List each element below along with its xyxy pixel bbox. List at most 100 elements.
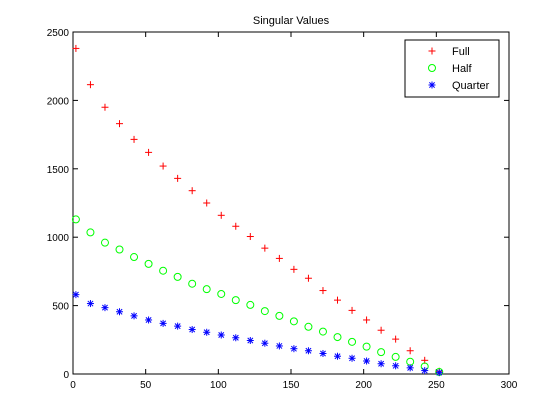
legend-label-quarter: Quarter	[452, 80, 490, 92]
data-point-quarter	[275, 342, 283, 350]
data-point-full	[275, 254, 283, 262]
data-point-half	[86, 228, 95, 237]
data-point-half	[377, 348, 386, 357]
data-point-full	[145, 148, 153, 156]
data-point-half	[217, 289, 226, 298]
legend: Full Half Quarter	[404, 39, 500, 98]
data-point-half	[115, 245, 124, 254]
x-tick-label: 100	[210, 380, 227, 391]
data-point-half	[348, 337, 357, 346]
data-point-quarter	[203, 328, 211, 336]
data-point-quarter	[406, 364, 414, 372]
data-point-half	[275, 311, 284, 320]
data-point-quarter	[116, 308, 124, 316]
data-point-full	[348, 306, 356, 314]
data-point-quarter	[232, 334, 240, 342]
data-point-quarter	[319, 349, 327, 357]
data-point-full	[363, 316, 371, 324]
data-point-quarter	[188, 326, 196, 334]
data-point-full	[290, 265, 298, 273]
legend-box	[404, 39, 500, 98]
legend-marker-half	[428, 64, 436, 72]
data-point-half	[231, 296, 240, 305]
data-point-full	[116, 120, 124, 128]
y-tick-label: 0	[63, 370, 69, 381]
data-point-half	[289, 317, 298, 326]
data-point-half	[188, 279, 197, 288]
data-point-quarter	[421, 367, 429, 375]
data-point-full	[304, 274, 312, 282]
data-point-full	[406, 347, 414, 355]
y-tick-label: 1000	[47, 233, 70, 244]
data-point-half	[318, 327, 327, 336]
data-point-quarter	[246, 336, 254, 344]
data-point-half	[362, 342, 371, 351]
x-tick-label: 300	[501, 380, 518, 391]
data-point-full	[130, 135, 138, 143]
x-tick-label: 0	[70, 380, 76, 391]
data-point-half	[100, 238, 109, 247]
chart-title: Singular Values	[253, 15, 330, 27]
data-point-quarter	[174, 322, 182, 330]
data-point-full	[159, 162, 167, 170]
data-point-full	[377, 326, 385, 334]
data-marks	[71, 44, 444, 377]
data-point-half	[144, 259, 153, 268]
data-point-full	[334, 296, 342, 304]
data-point-quarter	[101, 304, 109, 312]
axis-ticks: 0 50 100 150 200 250 300 0 500 1000 1500 2000 2500	[47, 28, 518, 391]
data-point-full	[246, 233, 254, 241]
data-point-quarter	[217, 331, 225, 339]
legend-label-half: Half	[452, 63, 473, 75]
data-point-quarter	[72, 291, 80, 299]
data-point-quarter	[304, 347, 312, 355]
data-point-full	[72, 44, 80, 52]
data-point-half	[333, 333, 342, 342]
series-half	[71, 215, 444, 376]
y-tick-label: 500	[52, 302, 69, 313]
y-tick-label: 2500	[47, 28, 70, 39]
series-full	[72, 44, 443, 375]
data-point-half	[391, 352, 400, 361]
x-tick-label: 200	[355, 380, 372, 391]
data-point-half	[159, 266, 168, 275]
data-point-half	[130, 253, 139, 262]
data-point-quarter	[363, 357, 371, 365]
y-tick-label: 2000	[47, 96, 70, 107]
data-point-quarter	[435, 369, 443, 377]
data-point-half	[173, 272, 182, 281]
data-point-quarter	[261, 339, 269, 347]
legend-label-full: Full	[452, 46, 470, 58]
data-point-quarter	[377, 360, 385, 368]
legend-marker-full	[428, 47, 436, 55]
data-point-half	[260, 307, 269, 316]
data-point-quarter	[348, 354, 356, 362]
data-point-full	[188, 187, 196, 195]
y-tick-label: 1500	[47, 165, 70, 176]
data-point-half	[71, 215, 80, 224]
series-quarter	[72, 291, 443, 377]
data-point-full	[86, 81, 94, 89]
data-point-quarter	[159, 319, 167, 327]
data-point-quarter	[392, 362, 400, 370]
data-point-quarter	[145, 316, 153, 324]
data-point-full	[232, 222, 240, 230]
data-point-full	[174, 174, 182, 182]
x-tick-label: 50	[140, 380, 152, 391]
data-point-full	[261, 244, 269, 252]
data-point-quarter	[86, 300, 94, 308]
x-tick-label: 250	[428, 380, 445, 391]
data-point-full	[319, 287, 327, 295]
x-tick-label: 150	[283, 380, 300, 391]
data-point-half	[246, 300, 255, 309]
data-point-quarter	[130, 312, 138, 320]
data-point-full	[203, 199, 211, 207]
data-point-full	[217, 211, 225, 219]
data-point-quarter	[334, 352, 342, 360]
data-point-quarter	[290, 345, 298, 353]
data-point-full	[392, 335, 400, 343]
legend-marker-quarter	[428, 81, 436, 89]
data-point-half	[304, 322, 313, 331]
data-point-half	[202, 285, 211, 294]
